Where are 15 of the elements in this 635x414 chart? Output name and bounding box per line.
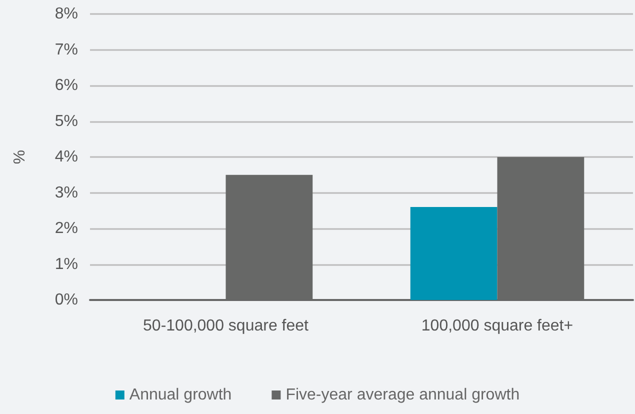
- y-tick-label: 5%: [54, 112, 78, 130]
- legend-label: Five-year average annual growth: [286, 386, 520, 404]
- y-tick-label: 8%: [54, 6, 78, 22]
- y-axis-title: %: [12, 150, 28, 164]
- legend-label: Annual growth: [129, 386, 232, 404]
- x-tick-label: 50-100,000 square feet: [143, 318, 310, 334]
- y-tick-label: 3%: [54, 184, 78, 202]
- y-tick-label: 2%: [54, 220, 78, 237]
- bar: [410, 207, 498, 300]
- x-tick-label: 100,000 square feet+: [421, 318, 574, 334]
- y-tick-label: 0%: [54, 292, 78, 308]
- y-tick-label: 1%: [54, 256, 78, 273]
- y-tick-label: 4%: [54, 148, 78, 166]
- y-tick-label: 6%: [54, 77, 78, 94]
- y-tick-label: 7%: [54, 41, 78, 58]
